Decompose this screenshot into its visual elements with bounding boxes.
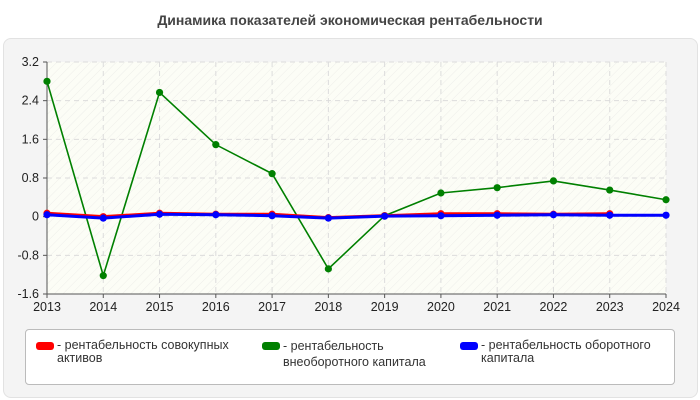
legend-item: - рентабельность оборотного капитала [460, 339, 670, 365]
y-tick-label: 0.8 [22, 171, 39, 185]
x-tick-label: 2018 [314, 300, 342, 314]
x-tick-label: 2022 [540, 300, 568, 314]
data-point-2 [212, 211, 220, 219]
y-tick-label: 0 [32, 210, 39, 224]
x-tick-label: 2014 [89, 300, 117, 314]
data-point-2 [493, 211, 501, 219]
data-point-2 [381, 212, 389, 220]
legend-item: - рентабельность внеоборотного капитала [262, 339, 432, 370]
data-point-2 [268, 212, 276, 220]
legend-label: - рентабельность оборотного капитала [481, 338, 651, 365]
data-point-1 [437, 189, 445, 197]
data-point-2 [99, 214, 107, 222]
legend: - рентабельность совокупных активов - ре… [25, 329, 675, 385]
y-tick-label: 2.4 [22, 94, 39, 108]
y-tick-label: -0.8 [17, 248, 39, 262]
data-point-1 [493, 184, 501, 192]
legend-swatch-red [36, 342, 54, 350]
x-tick-label: 2021 [483, 300, 511, 314]
x-tick-label: 2017 [258, 300, 286, 314]
data-point-1 [662, 196, 670, 204]
data-point-1 [155, 88, 164, 97]
data-point-1 [268, 170, 276, 178]
series-line-2 [46, 212, 666, 220]
data-point-2 [606, 211, 614, 219]
data-point-1 [549, 177, 558, 185]
data-point-1 [99, 272, 107, 280]
data-point-2 [549, 211, 558, 219]
x-tick-label: 2013 [33, 300, 61, 314]
legend-item: - рентабельность совокупных активов [36, 339, 251, 365]
x-tick-label: 2016 [202, 300, 230, 314]
data-point-1 [43, 77, 51, 85]
x-tick-label: 2024 [652, 300, 680, 314]
legend-swatch-blue [460, 342, 478, 350]
y-tick-label: -1.6 [17, 287, 39, 301]
legend-swatch-green [262, 342, 280, 350]
data-point-1 [324, 265, 332, 273]
legend-label: - рентабельность совокупных активов [57, 338, 229, 365]
x-tick-label: 2023 [596, 300, 624, 314]
legend-label: - рентабельность внеоборотного капитала [283, 339, 426, 369]
data-point-1 [606, 186, 614, 194]
y-tick-label: 3.2 [22, 55, 39, 69]
data-point-2 [155, 210, 164, 218]
data-point-2 [437, 212, 445, 220]
x-tick-label: 2020 [427, 300, 455, 314]
x-tick-label: 2019 [371, 300, 399, 314]
chart-title: Динамика показателей экономическая рента… [157, 12, 543, 28]
y-tick-label: 1.6 [22, 132, 39, 146]
data-point-1 [212, 141, 220, 149]
series-line-1 [46, 81, 667, 279]
data-point-2 [43, 211, 51, 219]
data-point-2 [324, 214, 332, 222]
data-point-2 [662, 211, 670, 219]
x-tick-label: 2015 [146, 300, 174, 314]
